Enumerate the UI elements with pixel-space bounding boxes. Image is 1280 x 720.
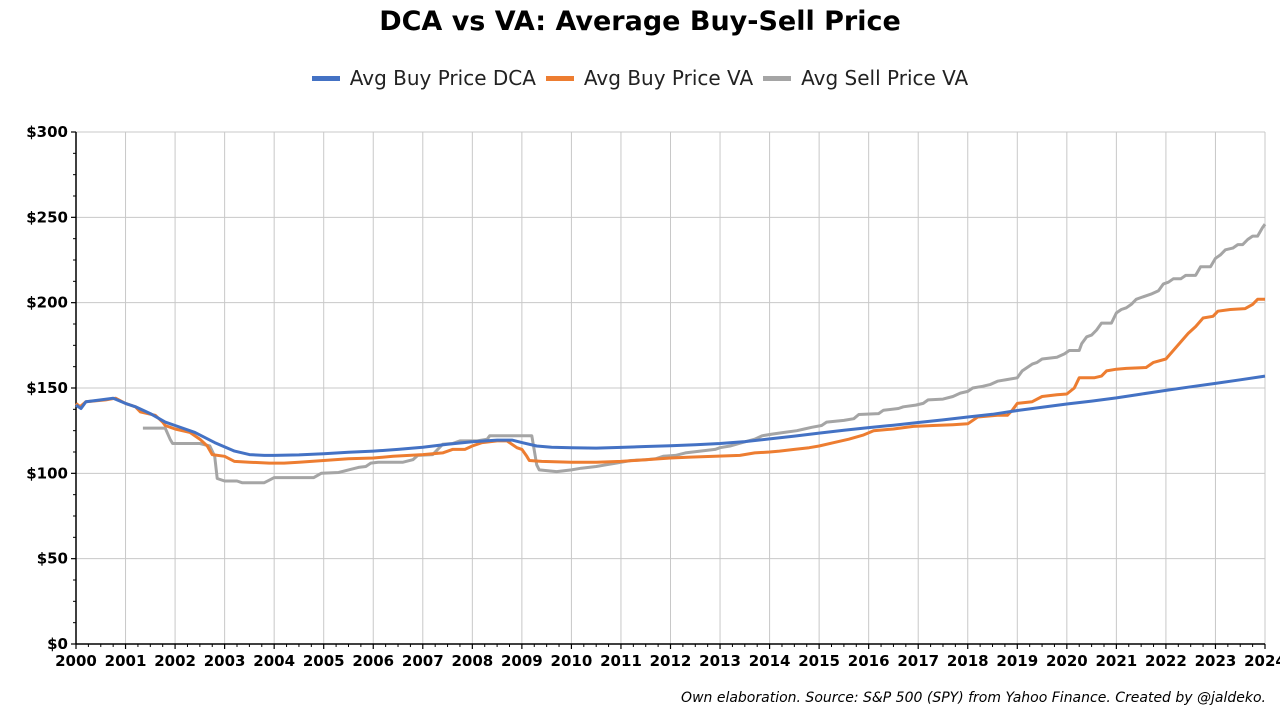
series-line-avg-buy-price-va	[75, 297, 1265, 465]
series-line-avg-buy-price-dca	[75, 374, 1266, 457]
legend-label-va-buy: Avg Buy Price VA	[583, 66, 754, 90]
x-tick-label: 2003	[204, 652, 246, 670]
x-tick-label: 2019	[996, 652, 1038, 670]
x-tick-label: 2009	[501, 652, 543, 670]
legend-label-va-sell: Avg Sell Price VA	[801, 66, 969, 90]
x-tick-label: 2012	[650, 652, 692, 670]
legend-swatch-va-sell	[763, 75, 792, 81]
x-tick-label: 2022	[1145, 652, 1187, 670]
legend-label-dca-buy: Avg Buy Price DCA	[349, 66, 536, 90]
x-tick-label: 2001	[105, 652, 147, 670]
y-tick-label: $250	[26, 208, 68, 226]
x-tick-label: 2017	[897, 652, 939, 670]
x-tick-label: 2000	[55, 652, 97, 670]
grid-lines	[75, 131, 1266, 645]
y-tick-label: $300	[26, 123, 68, 141]
axis-ticks: $0 $50 $100 $150 $200 $250 $300 2000 2001 2002 200…	[26, 123, 1280, 670]
x-tick-label: 2008	[451, 652, 493, 670]
x-tick-label: 2015	[798, 652, 840, 670]
y-tick-label: $100	[26, 464, 68, 482]
x-tick-label: 2006	[352, 652, 394, 670]
legend-item-va-buy: Avg Buy Price VA	[545, 66, 754, 90]
x-tick-label: 2004	[253, 652, 295, 670]
series-line-avg-sell-price-va	[142, 223, 1267, 485]
x-tick-label: 2016	[848, 652, 890, 670]
legend-swatch-dca-buy	[311, 75, 340, 81]
source-footnote: Own elaboration. Source: S&P 500 (SPY) f…	[681, 690, 1266, 706]
x-tick-label: 2018	[947, 652, 989, 670]
legend-swatch-va-buy	[545, 75, 574, 81]
x-tick-label: 2020	[1046, 652, 1088, 670]
chart-title: DCA vs VA: Average Buy-Sell Price	[379, 6, 901, 37]
x-tick-label: 2021	[1096, 652, 1138, 670]
chart-legend: Avg Buy Price DCA Avg Buy Price VA Avg S…	[0, 66, 1280, 90]
legend-item-dca-buy: Avg Buy Price DCA	[311, 66, 536, 90]
x-tick-label: 2024	[1244, 652, 1280, 670]
y-tick-label: $0	[47, 635, 68, 653]
x-tick-label: 2002	[154, 652, 196, 670]
x-tick-label: 2013	[699, 652, 741, 670]
x-tick-label: 2011	[600, 652, 642, 670]
x-tick-label: 2023	[1195, 652, 1237, 670]
x-tick-label: 2010	[551, 652, 593, 670]
legend-item-va-sell: Avg Sell Price VA	[763, 66, 968, 90]
y-tick-label: $200	[26, 294, 68, 312]
series-lines	[75, 223, 1267, 485]
y-tick-label: $150	[26, 379, 68, 397]
x-tick-label: 2005	[303, 652, 345, 670]
x-tick-label: 2014	[749, 652, 791, 670]
x-tick-label: 2007	[402, 652, 444, 670]
y-tick-label: $50	[37, 550, 68, 568]
